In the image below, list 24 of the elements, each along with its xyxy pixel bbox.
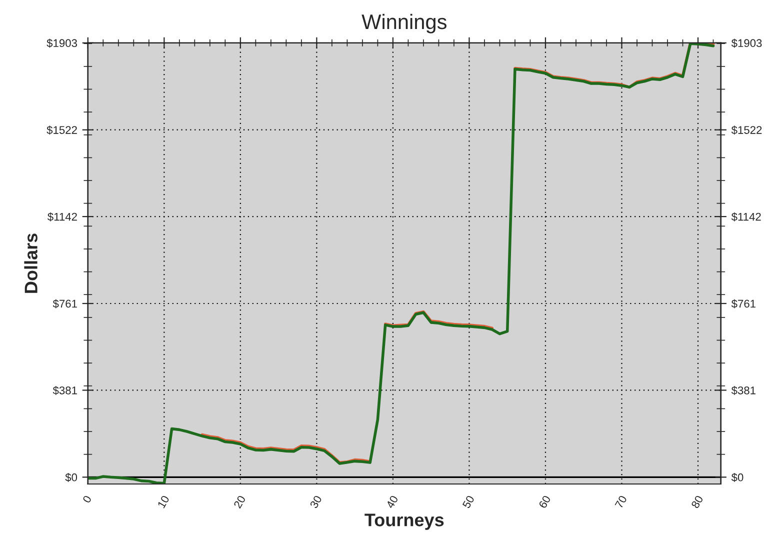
x-tick-label: 30 [310, 494, 322, 509]
y-tick-label: $1142 [48, 212, 77, 222]
y-tick-label: $381 [52, 386, 77, 396]
y-tick-label: $1903 [46, 38, 77, 48]
x-tick-label: 20 [233, 494, 246, 509]
x-tick-label: 0 [82, 494, 92, 504]
y2-tick-label: $761 [731, 299, 756, 308]
chart-title: Winnings [362, 14, 446, 34]
x-tick-label: 10 [157, 494, 170, 508]
x-tick-label: 40 [386, 494, 398, 509]
y-axis-title: Dollars [24, 234, 38, 293]
y2-tick-label: $1903 [731, 38, 762, 48]
y-tick-label: $0 [65, 472, 78, 482]
x-axis-title: Tourneys [364, 514, 444, 530]
x-tick-label: 50 [462, 494, 475, 509]
y2-tick-label: $0 [731, 472, 744, 482]
x-tick-label: 60 [538, 494, 551, 509]
y2-tick-label: $1142 [731, 212, 761, 222]
x-tick-label: 80 [690, 494, 704, 509]
y2-tick-label: $381 [731, 386, 756, 396]
y2-tick-label: $1522 [731, 126, 762, 135]
x-tick-label: 70 [614, 494, 628, 509]
y-tick-label: $1522 [46, 126, 77, 135]
y-tick-label: $761 [52, 299, 77, 308]
